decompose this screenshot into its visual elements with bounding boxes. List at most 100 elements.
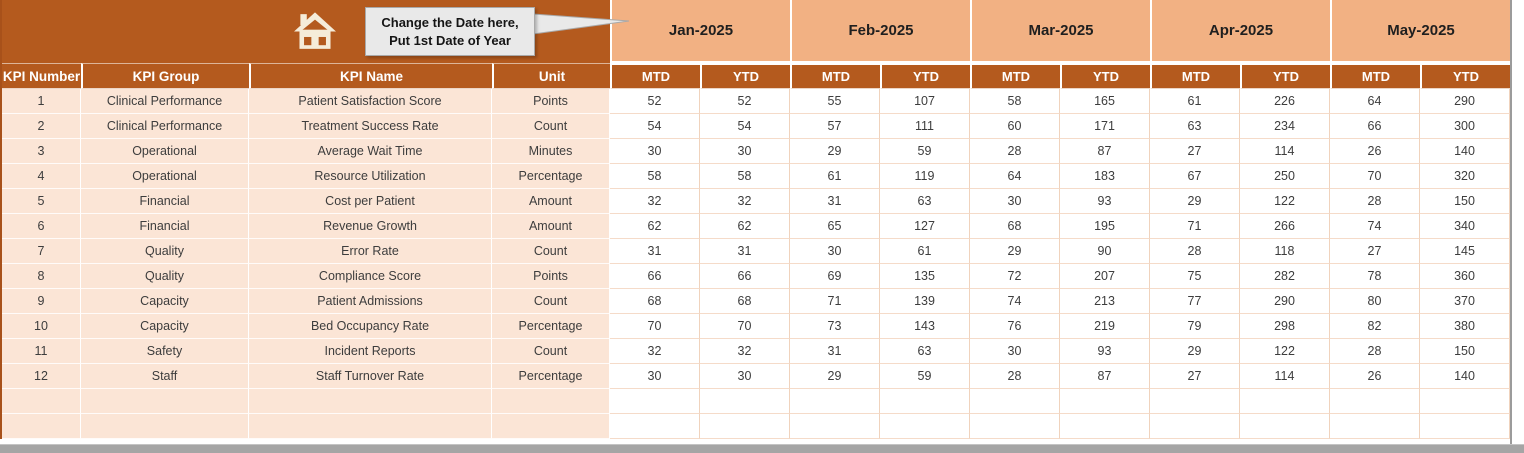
cell-value[interactable]: 93 bbox=[1060, 189, 1150, 214]
cell-value[interactable]: 71 bbox=[1150, 214, 1240, 239]
cell-empty[interactable] bbox=[492, 414, 610, 439]
cell-empty[interactable] bbox=[880, 389, 970, 414]
cell-unit[interactable]: Count bbox=[492, 114, 610, 139]
period-header-2-mtd[interactable]: MTD bbox=[970, 63, 1060, 89]
cell-value[interactable]: 195 bbox=[1060, 214, 1150, 239]
month-header-2[interactable]: Mar-2025 bbox=[970, 0, 1150, 63]
cell-value[interactable]: 290 bbox=[1240, 289, 1330, 314]
cell-value[interactable]: 27 bbox=[1150, 139, 1240, 164]
cell-empty[interactable] bbox=[2, 389, 81, 414]
cell-empty[interactable] bbox=[1240, 414, 1330, 439]
cell-value[interactable]: 340 bbox=[1420, 214, 1510, 239]
cell-value[interactable]: 64 bbox=[970, 164, 1060, 189]
cell-value[interactable]: 114 bbox=[1240, 364, 1330, 389]
cell-value[interactable]: 77 bbox=[1150, 289, 1240, 314]
cell-value[interactable]: 70 bbox=[1330, 164, 1420, 189]
cell-value[interactable]: 27 bbox=[1150, 364, 1240, 389]
cell-kpi-name[interactable]: Bed Occupancy Rate bbox=[249, 314, 492, 339]
cell-value[interactable]: 68 bbox=[970, 214, 1060, 239]
cell-value[interactable]: 32 bbox=[610, 189, 700, 214]
cell-empty[interactable] bbox=[492, 389, 610, 414]
cell-kpi-number[interactable]: 4 bbox=[2, 164, 81, 189]
cell-empty[interactable] bbox=[970, 389, 1060, 414]
cell-empty[interactable] bbox=[880, 414, 970, 439]
cell-kpi-name[interactable]: Compliance Score bbox=[249, 264, 492, 289]
cell-value[interactable]: 93 bbox=[1060, 339, 1150, 364]
period-header-0-ytd[interactable]: YTD bbox=[700, 63, 790, 89]
cell-empty[interactable] bbox=[790, 414, 880, 439]
cell-value[interactable]: 65 bbox=[790, 214, 880, 239]
period-header-3-mtd[interactable]: MTD bbox=[1150, 63, 1240, 89]
cell-value[interactable]: 165 bbox=[1060, 89, 1150, 114]
period-header-1-ytd[interactable]: YTD bbox=[880, 63, 970, 89]
cell-kpi-number[interactable]: 3 bbox=[2, 139, 81, 164]
cell-unit[interactable]: Amount bbox=[492, 189, 610, 214]
cell-value[interactable]: 87 bbox=[1060, 364, 1150, 389]
cell-kpi-group[interactable]: Clinical Performance bbox=[81, 89, 249, 114]
cell-value[interactable]: 107 bbox=[880, 89, 970, 114]
cell-empty[interactable] bbox=[700, 414, 790, 439]
cell-value[interactable]: 70 bbox=[610, 314, 700, 339]
cell-value[interactable]: 70 bbox=[700, 314, 790, 339]
cell-kpi-name[interactable]: Incident Reports bbox=[249, 339, 492, 364]
cell-value[interactable]: 127 bbox=[880, 214, 970, 239]
cell-value[interactable]: 79 bbox=[1150, 314, 1240, 339]
cell-value[interactable]: 118 bbox=[1240, 239, 1330, 264]
cell-kpi-group[interactable]: Quality bbox=[81, 239, 249, 264]
cell-value[interactable]: 27 bbox=[1330, 239, 1420, 264]
column-header-kpi-number[interactable]: KPI Number bbox=[2, 63, 81, 89]
cell-kpi-number[interactable]: 2 bbox=[2, 114, 81, 139]
month-header-4[interactable]: May-2025 bbox=[1330, 0, 1510, 63]
cell-kpi-name[interactable]: Staff Turnover Rate bbox=[249, 364, 492, 389]
cell-value[interactable]: 66 bbox=[700, 264, 790, 289]
column-header-unit[interactable]: Unit bbox=[492, 63, 610, 89]
cell-empty[interactable] bbox=[81, 414, 249, 439]
cell-value[interactable]: 140 bbox=[1420, 364, 1510, 389]
cell-unit[interactable]: Amount bbox=[492, 214, 610, 239]
cell-value[interactable]: 59 bbox=[880, 364, 970, 389]
cell-kpi-group[interactable]: Operational bbox=[81, 164, 249, 189]
cell-unit[interactable]: Points bbox=[492, 264, 610, 289]
cell-kpi-group[interactable]: Capacity bbox=[81, 289, 249, 314]
cell-kpi-group[interactable]: Financial bbox=[81, 214, 249, 239]
cell-value[interactable]: 58 bbox=[970, 89, 1060, 114]
cell-value[interactable]: 30 bbox=[970, 189, 1060, 214]
cell-kpi-number[interactable]: 11 bbox=[2, 339, 81, 364]
cell-unit[interactable]: Minutes bbox=[492, 139, 610, 164]
period-header-1-mtd[interactable]: MTD bbox=[790, 63, 880, 89]
cell-unit[interactable]: Percentage bbox=[492, 164, 610, 189]
cell-value[interactable]: 207 bbox=[1060, 264, 1150, 289]
cell-value[interactable]: 30 bbox=[700, 364, 790, 389]
cell-value[interactable]: 250 bbox=[1240, 164, 1330, 189]
cell-empty[interactable] bbox=[249, 414, 492, 439]
cell-kpi-number[interactable]: 12 bbox=[2, 364, 81, 389]
cell-unit[interactable]: Percentage bbox=[492, 314, 610, 339]
cell-unit[interactable]: Count bbox=[492, 289, 610, 314]
cell-value[interactable]: 145 bbox=[1420, 239, 1510, 264]
horizontal-scrollbar-track[interactable] bbox=[0, 444, 1524, 453]
cell-unit[interactable]: Count bbox=[492, 239, 610, 264]
cell-kpi-name[interactable]: Treatment Success Rate bbox=[249, 114, 492, 139]
cell-kpi-name[interactable]: Revenue Growth bbox=[249, 214, 492, 239]
cell-value[interactable]: 139 bbox=[880, 289, 970, 314]
cell-empty[interactable] bbox=[2, 414, 81, 439]
cell-value[interactable]: 111 bbox=[880, 114, 970, 139]
cell-value[interactable]: 122 bbox=[1240, 339, 1330, 364]
cell-value[interactable]: 140 bbox=[1420, 139, 1510, 164]
cell-value[interactable]: 29 bbox=[1150, 189, 1240, 214]
cell-value[interactable]: 61 bbox=[1150, 89, 1240, 114]
cell-value[interactable]: 62 bbox=[700, 214, 790, 239]
cell-empty[interactable] bbox=[610, 389, 700, 414]
date-change-callout[interactable]: Change the Date here, Put 1st Date of Ye… bbox=[365, 7, 535, 56]
column-header-kpi-name[interactable]: KPI Name bbox=[249, 63, 492, 89]
cell-empty[interactable] bbox=[1240, 389, 1330, 414]
cell-value[interactable]: 29 bbox=[1150, 339, 1240, 364]
cell-value[interactable]: 28 bbox=[1330, 189, 1420, 214]
cell-value[interactable]: 30 bbox=[970, 339, 1060, 364]
cell-kpi-name[interactable]: Error Rate bbox=[249, 239, 492, 264]
cell-kpi-group[interactable]: Capacity bbox=[81, 314, 249, 339]
cell-kpi-number[interactable]: 7 bbox=[2, 239, 81, 264]
cell-empty[interactable] bbox=[610, 414, 700, 439]
cell-empty[interactable] bbox=[790, 389, 880, 414]
cell-kpi-name[interactable]: Resource Utilization bbox=[249, 164, 492, 189]
